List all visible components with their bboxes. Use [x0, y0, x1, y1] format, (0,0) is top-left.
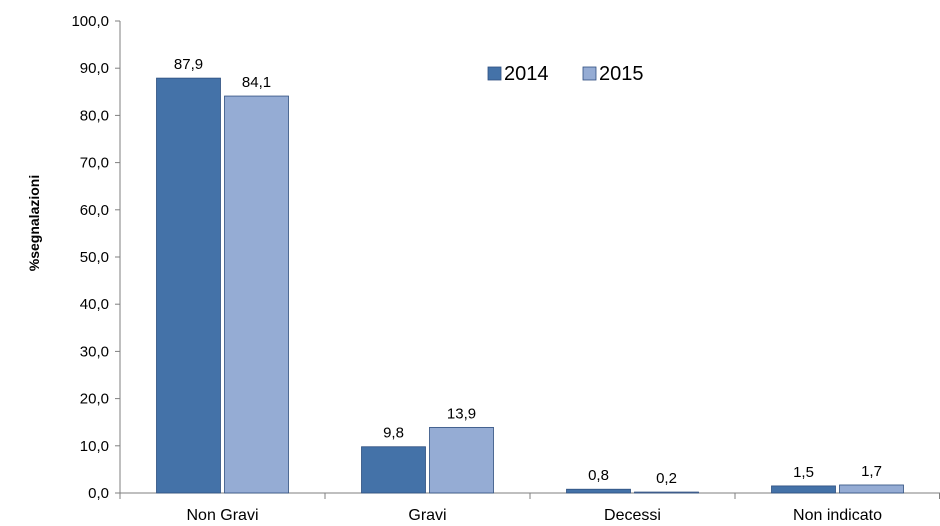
bar	[429, 426, 494, 494]
y-tick-label: 30,0	[80, 343, 109, 360]
y-tick-label: 0,0	[88, 485, 109, 502]
data-label: 0,2	[656, 470, 677, 487]
legend-label: 2014	[504, 63, 549, 85]
data-label: 0,8	[588, 467, 609, 484]
data-label: 87,9	[174, 56, 203, 73]
x-tick-label: Non indicato	[793, 507, 882, 524]
data-label: 9,8	[383, 425, 404, 442]
y-tick-label: 60,0	[80, 202, 109, 219]
y-tick-label: 90,0	[80, 60, 109, 77]
y-tick-label: 20,0	[80, 391, 109, 408]
bar	[771, 485, 836, 494]
legend: 2014 2015	[487, 63, 644, 85]
data-labels: 87,9 84,1 9,8 13,9 0,8 0,2 1,5 1,7	[174, 56, 882, 487]
legend-label: 2015	[599, 63, 644, 85]
bar	[634, 491, 699, 494]
x-tick-label: Gravi	[408, 507, 446, 524]
y-axis-label: %segnalazioni	[26, 175, 42, 271]
y-tick-label: 70,0	[80, 155, 109, 172]
x-tick-label: Non Gravi	[186, 507, 258, 524]
bar	[361, 446, 426, 494]
data-label: 1,5	[793, 464, 814, 481]
bar	[839, 484, 904, 494]
y-tick-label: 80,0	[80, 107, 109, 124]
y-axis: 0,0 10,0 20,0 30,0 40,0 50,0 60,0 70,0 80,0 90,0 1…	[71, 13, 121, 502]
y-tick-label: 40,0	[80, 296, 109, 313]
data-label: 13,9	[447, 405, 476, 422]
x-axis: Non Gravi Gravi Decessi Non indicato	[119, 492, 940, 524]
legend-swatch	[487, 66, 502, 81]
x-tick-label: Decessi	[604, 507, 661, 524]
data-label: 84,1	[242, 74, 271, 91]
bar	[566, 488, 631, 494]
bars	[156, 77, 904, 494]
y-tick-label: 100,0	[71, 13, 109, 30]
data-label: 1,7	[861, 463, 882, 480]
bar	[224, 95, 289, 494]
y-tick-label: 50,0	[80, 249, 109, 266]
legend-swatch	[582, 66, 597, 81]
y-tick-label: 10,0	[80, 438, 109, 455]
bar	[156, 77, 221, 494]
